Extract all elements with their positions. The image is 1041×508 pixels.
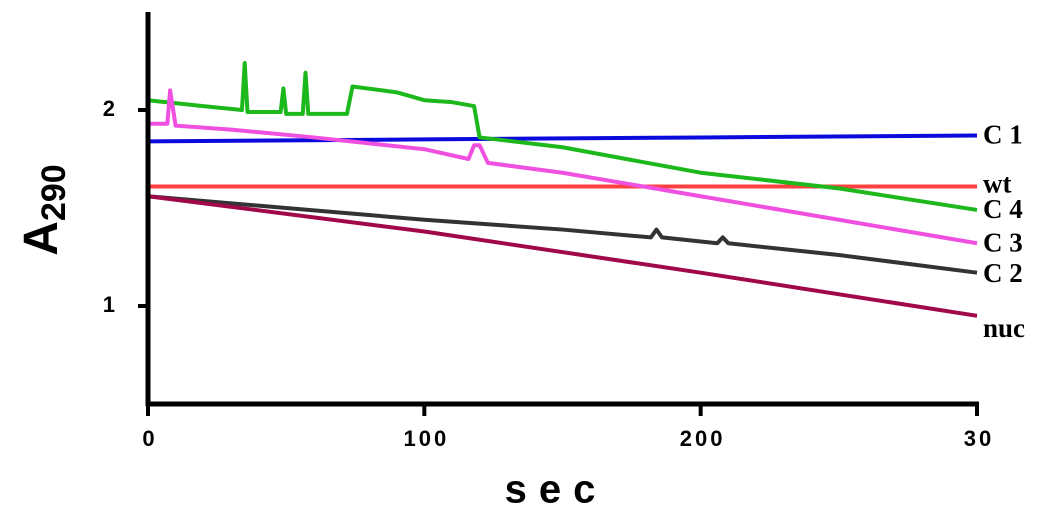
data-line: [147, 60, 978, 212]
x-tick-label: 30: [964, 426, 994, 451]
y-tick-label: 1: [103, 292, 118, 317]
legend-label: C 2: [983, 258, 1023, 288]
legend-label: C 3: [983, 227, 1023, 257]
data-line: [147, 194, 978, 275]
legend-label: C 4: [983, 194, 1023, 224]
legend-label: C 1: [983, 120, 1023, 150]
legend-label: wt: [983, 169, 1012, 199]
x-tick-label: 0: [142, 426, 157, 451]
y-tick-label: 2: [103, 96, 118, 121]
y-axis-label-subscript: 290: [35, 164, 73, 221]
x-tick-label: 100: [403, 426, 449, 451]
data-line: [147, 194, 978, 318]
x-axis-label: sec: [505, 468, 608, 508]
data-line: [148, 88, 978, 246]
y-axis-label-main: A: [15, 221, 68, 256]
legend-label: nuc: [983, 313, 1025, 343]
y-axis-label: A290: [15, 164, 73, 255]
data-line: [147, 133, 978, 144]
x-tick-label: 200: [680, 426, 726, 451]
